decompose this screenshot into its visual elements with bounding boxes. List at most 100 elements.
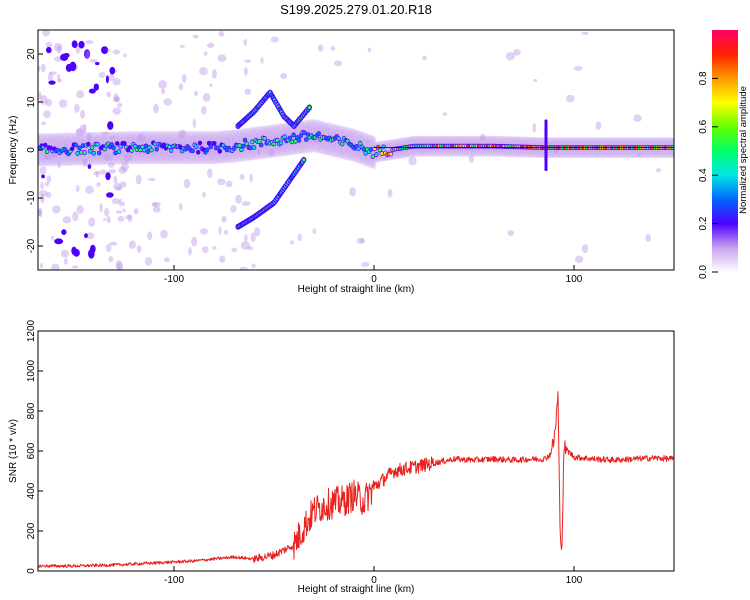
spectrogram-cell	[48, 71, 58, 75]
spectrogram-cell	[153, 142, 157, 146]
spectrogram-cell	[301, 120, 308, 154]
spectrogram-cell	[75, 127, 84, 137]
spectrogram-cell	[123, 53, 127, 58]
spectrogram-cell	[239, 148, 243, 152]
spectrogram-cell	[130, 148, 134, 153]
spectrogram-cell	[218, 226, 222, 235]
spectrogram-cell	[422, 55, 427, 61]
y-tick-label: 400	[26, 482, 37, 499]
spectrogram-cell	[191, 149, 195, 153]
spectrogram-cell	[373, 147, 377, 151]
spectrogram-cell	[63, 257, 68, 265]
spectrogram-cell	[108, 73, 115, 81]
spectrogram-cell	[342, 126, 349, 160]
spectrogram-cell	[221, 215, 227, 223]
spectrogram-cell	[115, 260, 123, 270]
spectrogram-cell	[93, 171, 99, 176]
spectrogram-cell	[239, 173, 245, 180]
spectrogram-cell	[277, 123, 284, 157]
spectrogram-cell	[250, 140, 254, 144]
spectrogram-cell	[201, 106, 207, 115]
spectrogram-cell	[39, 166, 47, 175]
spectrogram-cell	[87, 163, 92, 170]
spectrogram-cell	[389, 152, 393, 156]
spectrogram-cell	[188, 130, 195, 165]
spectrogram-cell	[297, 138, 301, 142]
spectrogram-cell	[378, 148, 382, 152]
spectrogram-cell	[115, 186, 123, 191]
spectrogram-cell	[250, 232, 256, 243]
spectrogram-cell	[178, 145, 182, 149]
spectrogram-cell	[231, 247, 238, 253]
spectrogram-cell	[83, 150, 87, 155]
spectrogram-cell	[133, 208, 139, 215]
spectrogram-cell	[358, 141, 362, 145]
spectrogram-cell	[244, 234, 248, 242]
spectrogram-cell	[46, 175, 52, 184]
spectrogram-cell	[260, 125, 267, 160]
spectrogram-cell	[95, 142, 99, 146]
spectrogram-cell	[92, 151, 96, 155]
spectrogram-cell	[199, 67, 208, 76]
chart-title: S199.2025.279.01.20.R18	[280, 2, 432, 17]
spectrogram-cell	[263, 136, 267, 141]
spectrogram-cell	[337, 136, 341, 141]
spectrogram-cell	[216, 146, 220, 150]
spectrogram-cell	[162, 143, 166, 147]
spectrogram-cell	[192, 34, 199, 39]
spectrogram-cell	[246, 127, 253, 161]
spectrogram-cell	[118, 198, 123, 207]
spectrogram-cell	[43, 152, 47, 160]
spectrogram-cell	[118, 166, 127, 174]
spectrogram-cell	[229, 129, 236, 164]
spectrogram-cell	[291, 121, 298, 155]
spectrogram-cell	[45, 98, 53, 107]
spectrogram-cell	[146, 150, 150, 154]
spectrogram-cell	[109, 135, 116, 140]
spectrogram-cell	[119, 144, 123, 148]
spectrogram-cell	[109, 66, 116, 75]
y-tick-label: 1200	[26, 319, 37, 342]
spectrogram-cell	[113, 93, 119, 102]
spectrogram-cell	[123, 154, 130, 163]
spectrogram-cell	[164, 257, 170, 263]
spectrogram-cell	[178, 129, 187, 139]
spectrogram-cell	[113, 175, 118, 184]
spectrogram-cell	[90, 146, 94, 150]
spectrogram-cell	[289, 121, 296, 156]
spectrogram-cell	[312, 228, 317, 234]
spectrogram-cell	[106, 49, 111, 53]
x-tick-label: 100	[566, 274, 583, 285]
spectrogram-cell	[169, 148, 173, 153]
spectrogram-cell	[43, 110, 51, 119]
spectrogram-cell	[113, 182, 122, 191]
spectrogram-cell	[38, 65, 41, 72]
snr-y-label: SNR (10 * v/v)	[8, 419, 19, 483]
spectrogram-cell	[71, 40, 78, 48]
spectrogram-cell	[217, 130, 224, 164]
spectrogram-cell	[637, 153, 642, 157]
spectrogram-cell	[207, 168, 213, 178]
spectrogram-cell	[122, 141, 126, 146]
spectrogram-cell	[195, 130, 202, 165]
spectrogram-cell	[280, 72, 288, 80]
spectrogram-cell	[335, 124, 341, 159]
spectrogram-cell	[442, 112, 448, 116]
spectrogram-cell	[144, 144, 148, 148]
spectrogram-cell	[94, 61, 100, 66]
snr-x-label: Height of straight line (km)	[298, 584, 415, 595]
spectrogram-cell	[532, 122, 537, 133]
spectrogram-cell	[70, 147, 74, 151]
spectrogram-cell	[71, 265, 79, 269]
spectrogram-cell	[114, 131, 121, 165]
x-tick-label: 0	[371, 575, 377, 586]
spectrogram-cell	[45, 155, 50, 160]
spectrogram-cell	[108, 168, 116, 174]
spectrogram-cell	[380, 151, 384, 156]
spectrogram-cell	[252, 145, 256, 149]
spectrogram-cell	[42, 30, 50, 37]
spectrogram-cell	[142, 148, 146, 152]
spectrogram-cell	[97, 151, 101, 155]
spectrogram-cell	[289, 240, 294, 245]
spectrogram-cell	[243, 38, 248, 46]
